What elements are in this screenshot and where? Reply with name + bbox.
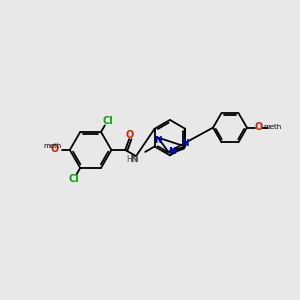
Text: Cl: Cl (68, 174, 79, 184)
Text: meth: meth (43, 143, 61, 149)
Text: O: O (50, 144, 58, 154)
Text: O: O (126, 130, 134, 140)
Text: meth: meth (263, 124, 281, 130)
Text: N: N (182, 139, 189, 148)
Text: Cl: Cl (102, 116, 113, 126)
Text: H: H (126, 155, 132, 164)
Text: N: N (169, 148, 176, 157)
Text: O: O (254, 122, 262, 132)
Text: N: N (130, 155, 137, 164)
Text: N: N (154, 136, 162, 145)
